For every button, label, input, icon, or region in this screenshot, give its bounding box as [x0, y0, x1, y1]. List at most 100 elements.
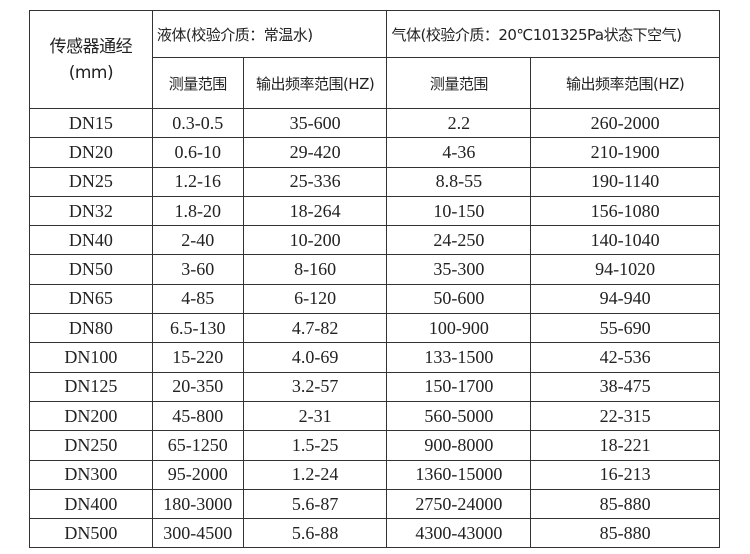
table-row: DN15 0.3-0.5 35-600 2.2 260-2000: [29, 107, 720, 139]
table-row: DN500 300-4500 5.6-88 4300-43000 85-880: [29, 518, 720, 549]
gas-freq-cell: 210-1900: [530, 137, 720, 168]
diameter-cell: DN32: [29, 195, 153, 227]
gas-freq-cell: 140-1040: [530, 225, 720, 256]
diameter-cell: DN400: [29, 488, 153, 520]
gas-freq-header: 输出频率范围(HZ): [530, 57, 720, 109]
table-row: DN125 20-350 3.2-57 150-1700 38-475: [29, 371, 720, 402]
table-row: DN32 1.8-20 18-264 10-150 156-1080: [29, 195, 720, 227]
liquid-freq-cell: 1.5-25: [242, 430, 388, 461]
diameter-cell: DN15: [29, 107, 153, 139]
diameter-cell: DN250: [29, 430, 153, 461]
diameter-cell: DN20: [29, 137, 153, 168]
gas-freq-cell: 85-880: [530, 518, 720, 549]
table-row: DN40 2-40 10-200 24-250 140-1040: [29, 225, 720, 256]
gas-freq-cell: 55-690: [530, 313, 720, 344]
diameter-cell: DN200: [29, 400, 153, 432]
gas-range-cell: 2750-24000: [386, 488, 532, 520]
liquid-group-header: 液体(校验介质：常温水): [151, 10, 388, 58]
liquid-freq-cell: 5.6-88: [242, 518, 388, 549]
liquid-range-cell: 45-800: [151, 400, 244, 432]
liquid-freq-cell: 25-336: [242, 166, 388, 197]
diameter-cell: DN500: [29, 518, 153, 549]
gas-freq-cell: 156-1080: [530, 195, 720, 227]
liquid-range-cell: 15-220: [151, 342, 244, 373]
table-row: DN25 1.2-16 25-336 8.8-55 190-1140: [29, 166, 720, 197]
table-row: DN250 65-1250 1.5-25 900-8000 18-221: [29, 430, 720, 461]
liquid-range-cell: 0.6-10: [151, 137, 244, 168]
liquid-range-cell: 300-4500: [151, 518, 244, 549]
diameter-cell: DN125: [29, 371, 153, 402]
gas-freq-cell: 18-221: [530, 430, 720, 461]
gas-freq-cell: 42-536: [530, 342, 720, 373]
liquid-range-cell: 180-3000: [151, 488, 244, 520]
gas-range-cell: 4-36: [386, 137, 532, 168]
table-row: DN50 3-60 8-160 35-300 94-1020: [29, 254, 720, 285]
liquid-freq-cell: 8-160: [242, 254, 388, 285]
gas-freq-cell: 94-1020: [530, 254, 720, 285]
diameter-cell: DN80: [29, 313, 153, 344]
liquid-freq-cell: 3.2-57: [242, 371, 388, 402]
table-body: DN15 0.3-0.5 35-600 2.2 260-2000 DN20 0.6-10 29…: [29, 107, 720, 549]
gas-freq-cell: 94-940: [530, 283, 720, 315]
table-row: DN65 4-85 6-120 50-600 94-940: [29, 283, 720, 315]
liquid-freq-cell: 29-420: [242, 137, 388, 168]
liquid-range-cell: 3-60: [151, 254, 244, 285]
table-row: DN200 45-800 2-31 560-5000 22-315: [29, 400, 720, 432]
sensor-diameter-label: 传感器通经: [49, 36, 133, 57]
liquid-freq-cell: 4.7-82: [242, 313, 388, 344]
liquid-freq-cell: 4.0-69: [242, 342, 388, 373]
liquid-range-cell: 4-85: [151, 283, 244, 315]
liquid-range-cell: 2-40: [151, 225, 244, 256]
gas-range-cell: 133-1500: [386, 342, 532, 373]
diameter-cell: DN100: [29, 342, 153, 373]
gas-range-cell: 10-150: [386, 195, 532, 227]
liquid-range-cell: 0.3-0.5: [151, 107, 244, 139]
liquid-freq-header: 输出频率范围(HZ): [242, 57, 388, 109]
liquid-freq-cell: 10-200: [242, 225, 388, 256]
liquid-freq-cell: 35-600: [242, 107, 388, 139]
table-row: DN100 15-220 4.0-69 133-1500 42-536: [29, 342, 720, 373]
gas-freq-cell: 190-1140: [530, 166, 720, 197]
gas-range-cell: 35-300: [386, 254, 532, 285]
gas-range-cell: 24-250: [386, 225, 532, 256]
liquid-range-cell: 95-2000: [151, 459, 244, 490]
liquid-freq-cell: 5.6-87: [242, 488, 388, 520]
gas-range-cell: 900-8000: [386, 430, 532, 461]
gas-freq-cell: 38-475: [530, 371, 720, 402]
liquid-range-cell: 1.2-16: [151, 166, 244, 197]
table-row: DN400 180-3000 5.6-87 2750-24000 85-880: [29, 488, 720, 520]
gas-group-header: 气体(校验介质：20℃101325Pa状态下空气): [386, 10, 720, 58]
diameter-cell: DN300: [29, 459, 153, 490]
diameter-cell: DN25: [29, 166, 153, 197]
diameter-cell: DN50: [29, 254, 153, 285]
liquid-freq-cell: 6-120: [242, 283, 388, 315]
table-row: DN300 95-2000 1.2-24 1360-15000 16-213: [29, 459, 720, 490]
gas-range-header: 测量范围: [386, 57, 532, 109]
gas-range-cell: 100-900: [386, 313, 532, 344]
gas-freq-cell: 16-213: [530, 459, 720, 490]
gas-range-cell: 1360-15000: [386, 459, 532, 490]
gas-range-cell: 560-5000: [386, 400, 532, 432]
table-row: DN80 6.5-130 4.7-82 100-900 55-690: [29, 313, 720, 344]
table-row: DN20 0.6-10 29-420 4-36 210-1900: [29, 137, 720, 168]
flowmeter-spec-table: 传感器通经 (mm) 液体(校验介质：常温水) 气体(校验介质：20℃10132…: [29, 10, 720, 549]
liquid-range-cell: 6.5-130: [151, 313, 244, 344]
liquid-range-header: 测量范围: [151, 57, 244, 109]
liquid-freq-cell: 2-31: [242, 400, 388, 432]
diameter-cell: DN40: [29, 225, 153, 256]
gas-range-cell: 150-1700: [386, 371, 532, 402]
liquid-range-cell: 1.8-20: [151, 195, 244, 227]
gas-freq-cell: 260-2000: [530, 107, 720, 139]
liquid-range-cell: 65-1250: [151, 430, 244, 461]
gas-range-cell: 4300-43000: [386, 518, 532, 549]
liquid-freq-cell: 1.2-24: [242, 459, 388, 490]
sensor-diameter-header: 传感器通经 (mm): [29, 10, 153, 109]
liquid-freq-cell: 18-264: [242, 195, 388, 227]
gas-freq-cell: 22-315: [530, 400, 720, 432]
gas-range-cell: 50-600: [386, 283, 532, 315]
unit-label: (mm): [68, 62, 114, 83]
gas-range-cell: 2.2: [386, 107, 532, 139]
gas-freq-cell: 85-880: [530, 488, 720, 520]
gas-range-cell: 8.8-55: [386, 166, 532, 197]
diameter-cell: DN65: [29, 283, 153, 315]
